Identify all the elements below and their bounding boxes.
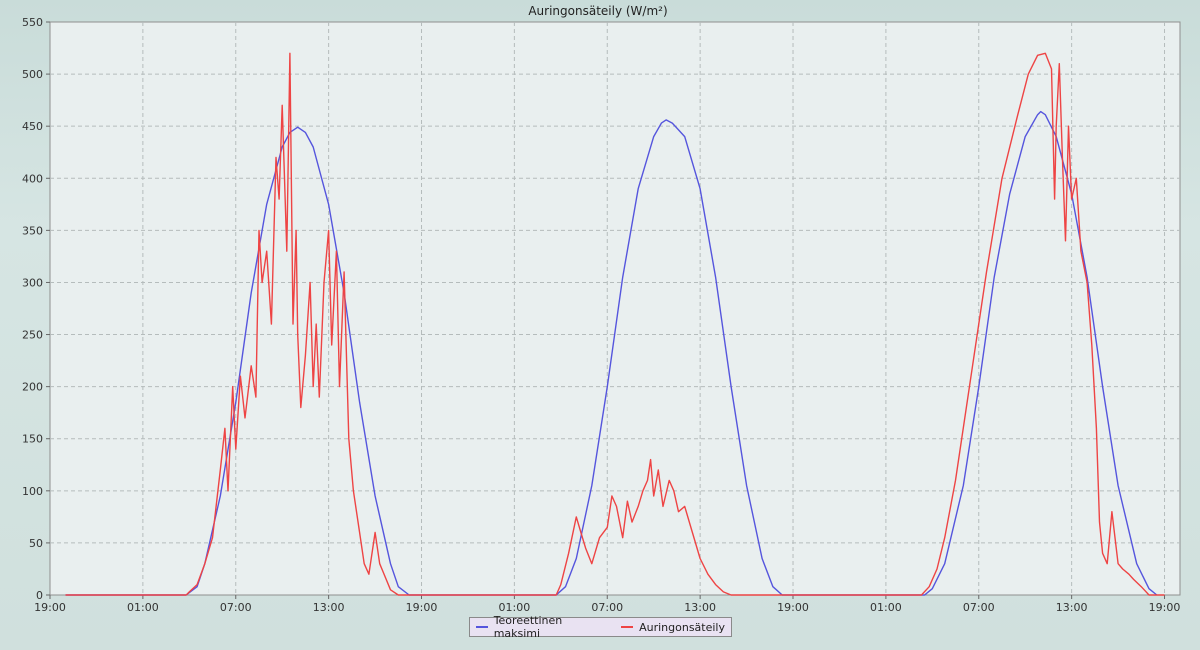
y-tick-label: 100 [22,485,43,498]
x-tick-label: 01:00 [499,601,531,614]
y-tick-label: 550 [22,16,43,29]
y-tick-label: 300 [22,276,43,289]
x-tick-label: 13:00 [1056,601,1088,614]
legend-swatch-theoretical [476,626,488,628]
series-theoretical-max-line [65,110,1158,596]
x-tick-label: 19:00 [34,601,66,614]
legend-item-theoretical: Teoreettinen maksimi [476,614,609,640]
x-tick-label: 19:00 [406,601,438,614]
legend-label-theoretical: Teoreettinen maksimi [493,614,563,640]
series-solar-radiation-line [65,52,1165,596]
x-tick-label: 19:00 [777,601,809,614]
x-tick-label: 13:00 [684,601,716,614]
y-tick-label: 200 [22,381,43,394]
x-tick-label: 19:00 [1149,601,1181,614]
x-tick-label: 07:00 [591,601,623,614]
y-tick-label: 450 [22,120,43,133]
legend-label-solar: Auringonsäteily [639,620,725,634]
y-tick-label: 400 [22,172,43,185]
y-tick-label: 0 [36,589,43,602]
y-axis: 0 50 100 150 200 250 300 350 400 450 500 550 [22,16,50,602]
y-tick-label: 50 [29,537,43,550]
x-tick-label: 13:00 [313,601,345,614]
y-tick-label: 250 [22,329,43,342]
legend: Teoreettinen maksimi Auringonsäteily [469,614,732,640]
x-tick-label: 01:00 [870,601,902,614]
series-layer [65,52,1165,596]
y-tick-label: 350 [22,224,43,237]
plot-area [49,21,1181,596]
legend-swatch-solar [621,626,634,628]
x-tick-label: 07:00 [963,601,995,614]
x-tick-label: 07:00 [220,601,252,614]
chart-title: Auringonsäteily (W/m²) [528,4,667,18]
y-tick-label: 500 [22,68,43,81]
x-axis: 19:00 01:00 07:00 13:00 19:00 01:00 07:00 13:00… [34,595,1180,614]
legend-item-solar: Auringonsäteily [621,621,725,634]
y-tick-label: 150 [22,433,43,446]
grid-lines [50,22,1180,595]
x-tick-label: 01:00 [127,601,159,614]
